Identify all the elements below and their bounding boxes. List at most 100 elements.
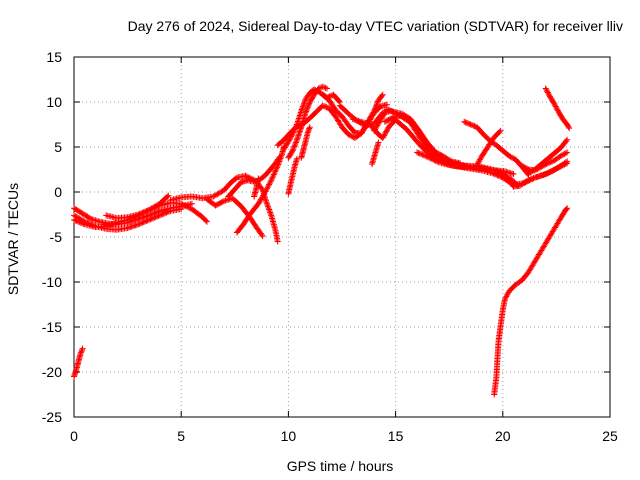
data-point	[474, 160, 481, 167]
data-point	[547, 159, 554, 166]
data-point	[304, 105, 311, 112]
data-point	[443, 160, 450, 167]
data-point	[291, 142, 298, 149]
data-series	[203, 195, 266, 240]
plot-border	[73, 56, 611, 418]
data-point	[273, 165, 280, 172]
data-point	[267, 178, 274, 185]
data-point	[184, 204, 191, 211]
data-point	[142, 218, 149, 225]
data-point	[524, 165, 531, 172]
data-point	[553, 165, 560, 172]
data-point	[314, 88, 321, 95]
data-point	[269, 174, 276, 181]
data-point	[142, 208, 149, 215]
data-point	[80, 220, 87, 227]
data-point	[147, 206, 154, 213]
data-point	[520, 163, 527, 170]
data-point	[319, 83, 326, 90]
data-point	[564, 205, 571, 212]
y-tick-label: -20	[42, 364, 62, 380]
data-point	[542, 171, 549, 177]
data-point	[263, 200, 270, 207]
data-series	[167, 172, 281, 245]
data-point	[375, 139, 382, 146]
data-point	[557, 153, 564, 159]
data-point	[293, 123, 300, 130]
data-point	[77, 349, 84, 356]
data-point	[164, 193, 171, 200]
y-tick-label: -25	[42, 409, 62, 425]
data-point	[561, 161, 568, 168]
data-point	[259, 233, 266, 240]
data-point	[188, 200, 195, 207]
data-point	[299, 105, 306, 112]
data-point	[435, 156, 442, 163]
data-point	[135, 221, 142, 228]
data-point	[478, 153, 485, 160]
data-point	[292, 139, 299, 146]
data-point	[270, 171, 277, 178]
data-point	[72, 217, 79, 224]
data-point	[498, 174, 505, 181]
data-point	[476, 157, 483, 164]
data-point	[146, 207, 153, 213]
data-point	[298, 106, 305, 113]
data-point	[349, 133, 356, 140]
data-point	[136, 220, 143, 227]
data-point	[203, 218, 210, 225]
data-point	[434, 155, 441, 162]
data-point	[140, 209, 147, 216]
data-point	[495, 172, 502, 179]
data-point	[144, 217, 151, 224]
data-point	[387, 107, 394, 114]
data-point	[385, 106, 392, 113]
data-point	[166, 208, 173, 215]
data-point	[144, 207, 151, 214]
data-point	[165, 192, 172, 199]
data-point	[438, 157, 445, 164]
chart-title: Day 276 of 2024, Sidereal Day-to-day VTE…	[128, 18, 623, 34]
data-point	[494, 172, 501, 179]
data-point	[159, 211, 166, 218]
x-tick-label: 15	[388, 428, 404, 444]
data-point	[529, 175, 536, 182]
data-point	[548, 168, 555, 175]
data-point	[345, 131, 352, 138]
data-point	[415, 149, 422, 156]
data-point	[554, 164, 561, 171]
data-point	[522, 179, 529, 186]
data-point	[306, 100, 313, 107]
y-tick-label: -5	[50, 229, 63, 245]
data-point	[384, 106, 391, 113]
data-point	[474, 162, 481, 168]
data-point	[561, 150, 568, 157]
data-point	[526, 177, 533, 184]
data-point	[556, 164, 563, 171]
data-point	[560, 162, 567, 169]
data-point	[545, 90, 552, 97]
data-point	[419, 151, 426, 158]
data-point	[508, 154, 515, 161]
data-point	[272, 168, 279, 175]
data-point	[468, 122, 475, 129]
data-point	[554, 107, 561, 114]
data-point	[156, 212, 163, 219]
data-point	[322, 84, 329, 91]
data-point	[76, 219, 83, 226]
data-point	[504, 290, 511, 297]
data-point	[497, 173, 504, 180]
data-point	[543, 86, 550, 93]
data-point	[444, 161, 451, 168]
data-point	[414, 149, 421, 156]
data-point	[381, 132, 388, 139]
data-point	[297, 121, 304, 128]
data-point	[291, 143, 298, 150]
y-tick-label: 0	[54, 184, 62, 200]
data-point	[298, 108, 305, 114]
data-point	[140, 219, 147, 226]
data-point	[553, 104, 560, 111]
data-point	[268, 177, 275, 184]
data-point	[418, 151, 425, 158]
